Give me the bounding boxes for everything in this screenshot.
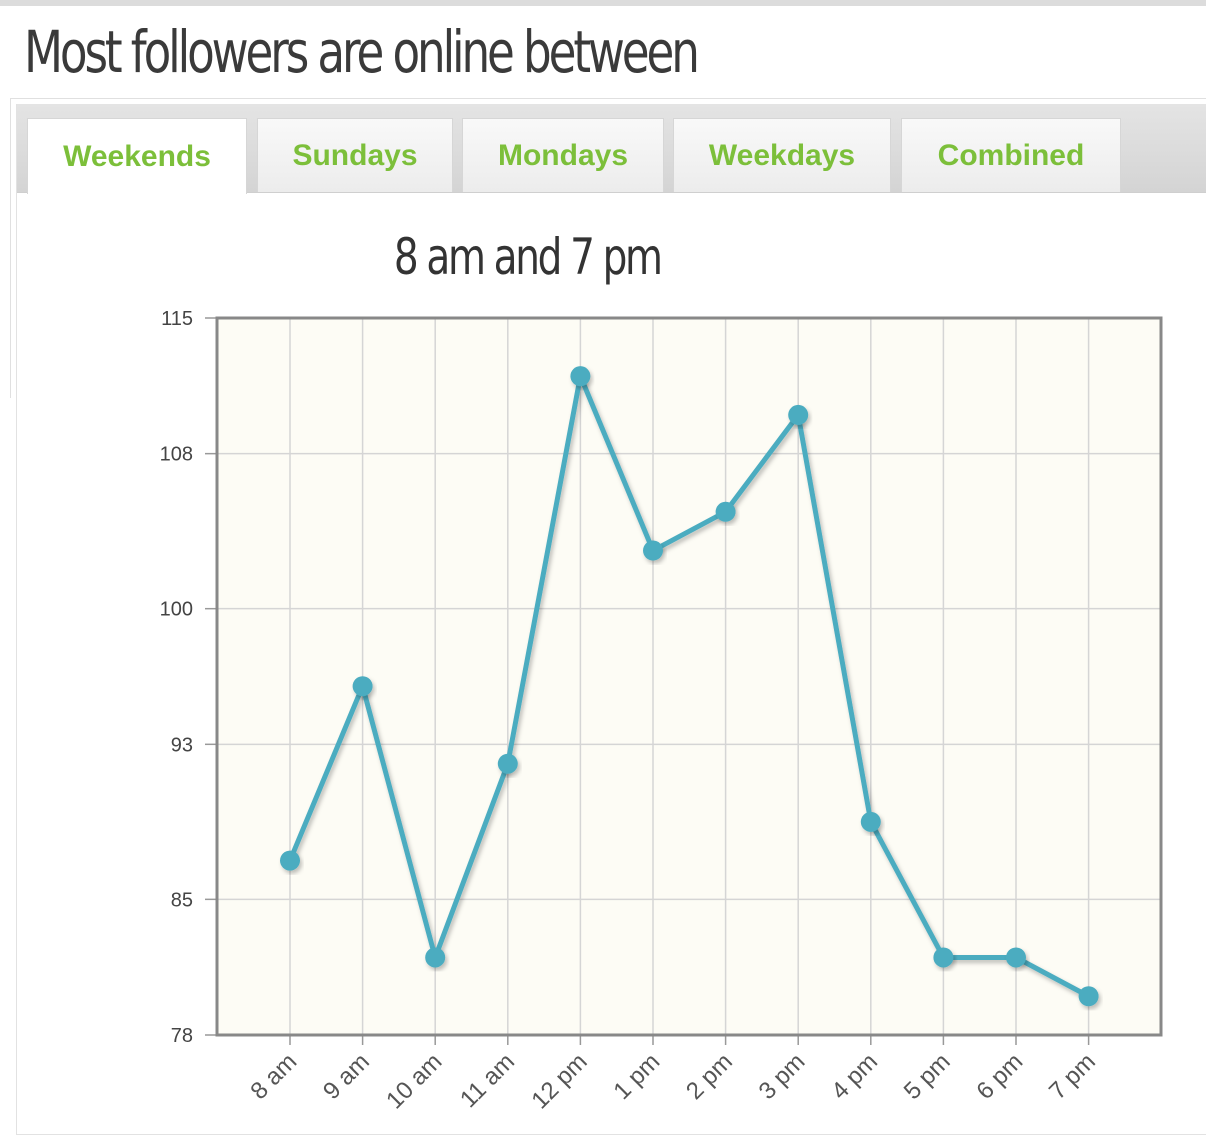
y-tick-label: 85 bbox=[171, 889, 193, 911]
title-divider bbox=[10, 98, 1206, 99]
data-point bbox=[425, 947, 446, 968]
y-tick-label: 100 bbox=[160, 599, 193, 621]
tab-weekends[interactable]: Weekends bbox=[27, 118, 247, 194]
x-tick-label: 1 pm bbox=[608, 1048, 665, 1105]
data-point bbox=[1006, 947, 1026, 968]
x-tick-label: 5 pm bbox=[899, 1048, 956, 1105]
data-point bbox=[570, 366, 591, 387]
x-tick-label: 2 pm bbox=[681, 1048, 738, 1105]
tab-combined[interactable]: Combined bbox=[901, 118, 1121, 192]
left-panel-edge bbox=[0, 98, 11, 398]
y-tick-label: 78 bbox=[171, 1025, 193, 1047]
chart-title: 8 am and 7 pm bbox=[393, 228, 663, 286]
x-tick-label: 10 am bbox=[381, 1048, 447, 1114]
page-title: Most followers are online between bbox=[24, 18, 700, 86]
tab-mondays[interactable]: Mondays bbox=[462, 118, 664, 192]
x-tick-label: 4 pm bbox=[826, 1048, 883, 1105]
data-point bbox=[352, 676, 373, 697]
data-point bbox=[860, 811, 881, 832]
y-tick-label: 93 bbox=[171, 734, 193, 756]
y-tick-label: 115 bbox=[161, 308, 193, 330]
data-point bbox=[280, 850, 300, 871]
x-tick-label: 7 pm bbox=[1044, 1048, 1101, 1105]
tab-bar: Weekends Sundays Mondays Weekdays Combin… bbox=[17, 104, 1206, 194]
plot-frame bbox=[215, 316, 1163, 1037]
data-point bbox=[788, 404, 809, 425]
x-tick-label: 8 am bbox=[245, 1048, 302, 1105]
tab-sundays[interactable]: Sundays bbox=[257, 118, 453, 192]
data-point bbox=[933, 947, 954, 968]
x-tick-label: 11 am bbox=[455, 1048, 520, 1113]
y-tick-label: 108 bbox=[160, 444, 193, 466]
x-tick-label: 3 pm bbox=[754, 1048, 811, 1105]
data-point bbox=[497, 753, 518, 774]
data-point bbox=[643, 540, 663, 561]
x-tick-label: 9 am bbox=[318, 1048, 375, 1105]
series-line bbox=[287, 373, 1090, 999]
x-tick-label: 6 pm bbox=[971, 1048, 1028, 1105]
data-point bbox=[715, 501, 736, 522]
x-tick-label: 12 pm bbox=[526, 1048, 592, 1114]
plot-area bbox=[217, 318, 1161, 1035]
tab-weekdays[interactable]: Weekdays bbox=[673, 118, 891, 192]
data-point bbox=[1078, 986, 1099, 1007]
top-rule bbox=[0, 0, 1206, 6]
